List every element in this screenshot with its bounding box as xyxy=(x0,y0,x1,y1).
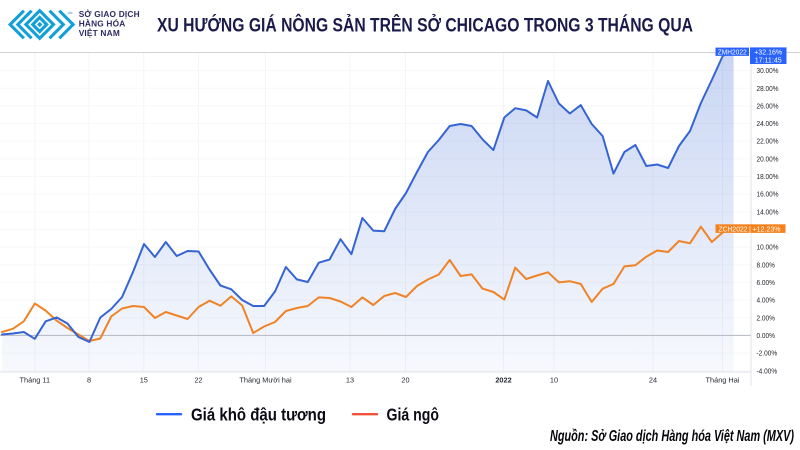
svg-text:+12.23%: +12.23% xyxy=(753,224,781,233)
svg-text:SỞ GIAO DỊCH: SỞ GIAO DỊCH xyxy=(79,8,140,19)
svg-text:15: 15 xyxy=(140,376,148,385)
svg-text:VIỆT NAM: VIỆT NAM xyxy=(79,27,120,38)
svg-text:10.00%: 10.00% xyxy=(757,243,779,252)
svg-text:+32.16%: +32.16% xyxy=(754,48,782,57)
svg-text:ZCH2022: ZCH2022 xyxy=(719,224,748,233)
svg-text:Tháng Mười hai: Tháng Mười hai xyxy=(239,376,292,385)
svg-text:17:11:45: 17:11:45 xyxy=(755,56,782,65)
svg-text:ZMH2022: ZMH2022 xyxy=(718,48,747,57)
svg-text:-2.00%: -2.00% xyxy=(757,349,778,358)
svg-text:Tháng 11: Tháng 11 xyxy=(20,376,51,385)
svg-text:6.00%: 6.00% xyxy=(757,278,776,287)
svg-text:22.00%: 22.00% xyxy=(757,137,779,146)
svg-text:Giá ngô: Giá ngô xyxy=(387,404,440,424)
svg-text:|: | xyxy=(749,224,751,233)
svg-text:HÀNG HÓA: HÀNG HÓA xyxy=(79,18,126,29)
svg-text:20: 20 xyxy=(401,376,409,385)
svg-text:10: 10 xyxy=(550,376,558,385)
svg-text:2022: 2022 xyxy=(495,376,511,385)
svg-text:22: 22 xyxy=(194,376,202,385)
svg-text:24.00%: 24.00% xyxy=(757,119,779,128)
svg-text:14.00%: 14.00% xyxy=(757,207,779,216)
svg-text:24: 24 xyxy=(649,376,657,385)
svg-text:18.00%: 18.00% xyxy=(757,172,779,181)
svg-text:28.00%: 28.00% xyxy=(757,84,779,93)
svg-text:Giá khô đậu tương: Giá khô đậu tương xyxy=(191,404,326,424)
svg-text:Nguồn: Sở Giao dịch Hàng hóa V: Nguồn: Sở Giao dịch Hàng hóa Việt Nam (M… xyxy=(550,428,794,445)
svg-text:26.00%: 26.00% xyxy=(757,101,779,110)
svg-text:30.00%: 30.00% xyxy=(757,66,779,75)
svg-text:-4.00%: -4.00% xyxy=(757,366,778,375)
svg-text:4.00%: 4.00% xyxy=(757,296,776,305)
svg-text:Tháng Hai: Tháng Hai xyxy=(706,376,740,385)
svg-text:20.00%: 20.00% xyxy=(757,154,779,163)
svg-text:XU HƯỚNG GIÁ NÔNG SẢN TRÊN SỞ: XU HƯỚNG GIÁ NÔNG SẢN TRÊN SỞ CHICAGO TR… xyxy=(157,15,693,37)
svg-text:0.00%: 0.00% xyxy=(757,331,776,340)
svg-text:8.00%: 8.00% xyxy=(757,260,776,269)
svg-text:16.00%: 16.00% xyxy=(757,190,779,199)
svg-text:8: 8 xyxy=(87,376,91,385)
svg-text:13: 13 xyxy=(346,376,354,385)
svg-text:2.00%: 2.00% xyxy=(757,313,776,322)
